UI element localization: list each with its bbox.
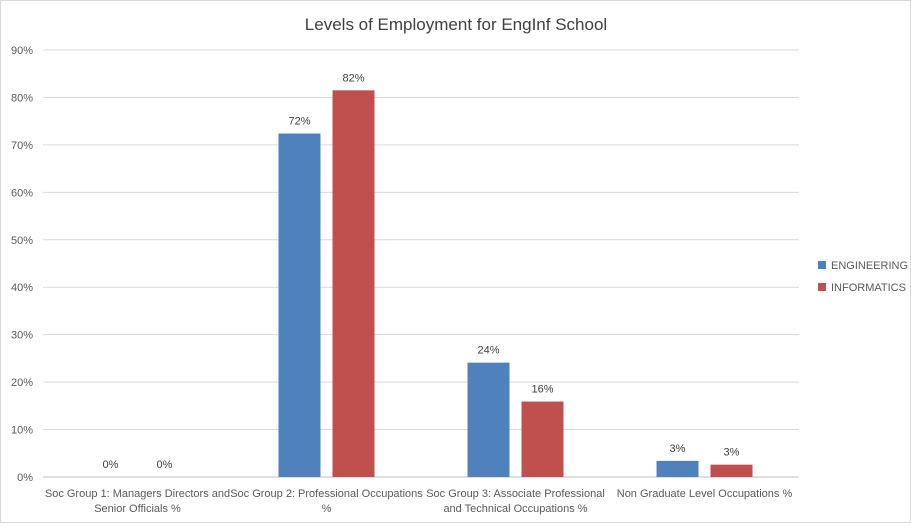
legend-label: ENGINEERING bbox=[831, 260, 908, 272]
y-tick-label: 0% bbox=[17, 472, 33, 484]
bars: 0% 0% 72% 82% 24% 16% 3% 3% bbox=[103, 72, 753, 478]
legend-swatch bbox=[818, 283, 826, 291]
data-label: 3% bbox=[724, 447, 740, 459]
y-tick-label: 80% bbox=[11, 92, 33, 104]
data-label: 24% bbox=[477, 345, 499, 357]
y-tick-label: 50% bbox=[11, 235, 33, 247]
y-tick-label: 70% bbox=[11, 140, 33, 152]
data-label: 72% bbox=[288, 116, 310, 128]
y-tick-label: 90% bbox=[11, 45, 33, 57]
bar-engineering bbox=[467, 362, 510, 477]
y-axis: 0% 10% 20% 30% 40% 50% 60% 70% 80% 90% bbox=[11, 45, 33, 484]
x-tick-label: Soc Group 2: Professional Occupations bbox=[230, 488, 423, 500]
x-tick-label: % bbox=[322, 503, 332, 515]
data-label: 0% bbox=[103, 459, 119, 471]
y-tick-label: 60% bbox=[11, 187, 33, 199]
bar-engineering bbox=[278, 133, 321, 477]
x-tick-label: Senior Officials % bbox=[94, 503, 181, 515]
legend-swatch bbox=[818, 261, 826, 269]
x-tick-label: and Technical Occupations % bbox=[443, 503, 587, 515]
x-axis: Soc Group 1: Managers Directors and Senio… bbox=[45, 488, 793, 515]
x-tick-label: Non Graduate Level Occupations % bbox=[617, 488, 793, 500]
bar-informatics bbox=[332, 90, 375, 478]
legend: ENGINEERING INFORMATICS bbox=[818, 260, 908, 294]
data-label: 16% bbox=[531, 384, 553, 396]
x-tick-label: Soc Group 1: Managers Directors and bbox=[45, 488, 230, 500]
bar-informatics bbox=[710, 464, 753, 477]
chart-title: Levels of Employment for EngInf School bbox=[305, 15, 607, 34]
y-tick-label: 30% bbox=[11, 330, 33, 342]
legend-label: INFORMATICS bbox=[831, 282, 906, 294]
data-label: 3% bbox=[670, 443, 686, 455]
x-tick-label: Soc Group 3: Associate Professional bbox=[426, 488, 605, 500]
data-label: 0% bbox=[157, 459, 173, 471]
y-tick-label: 20% bbox=[11, 377, 33, 389]
y-tick-label: 40% bbox=[11, 282, 33, 294]
bar-engineering bbox=[656, 460, 699, 477]
data-label: 82% bbox=[342, 72, 364, 84]
y-tick-label: 10% bbox=[11, 425, 33, 437]
gridlines bbox=[43, 49, 799, 478]
bar-informatics bbox=[521, 401, 564, 477]
